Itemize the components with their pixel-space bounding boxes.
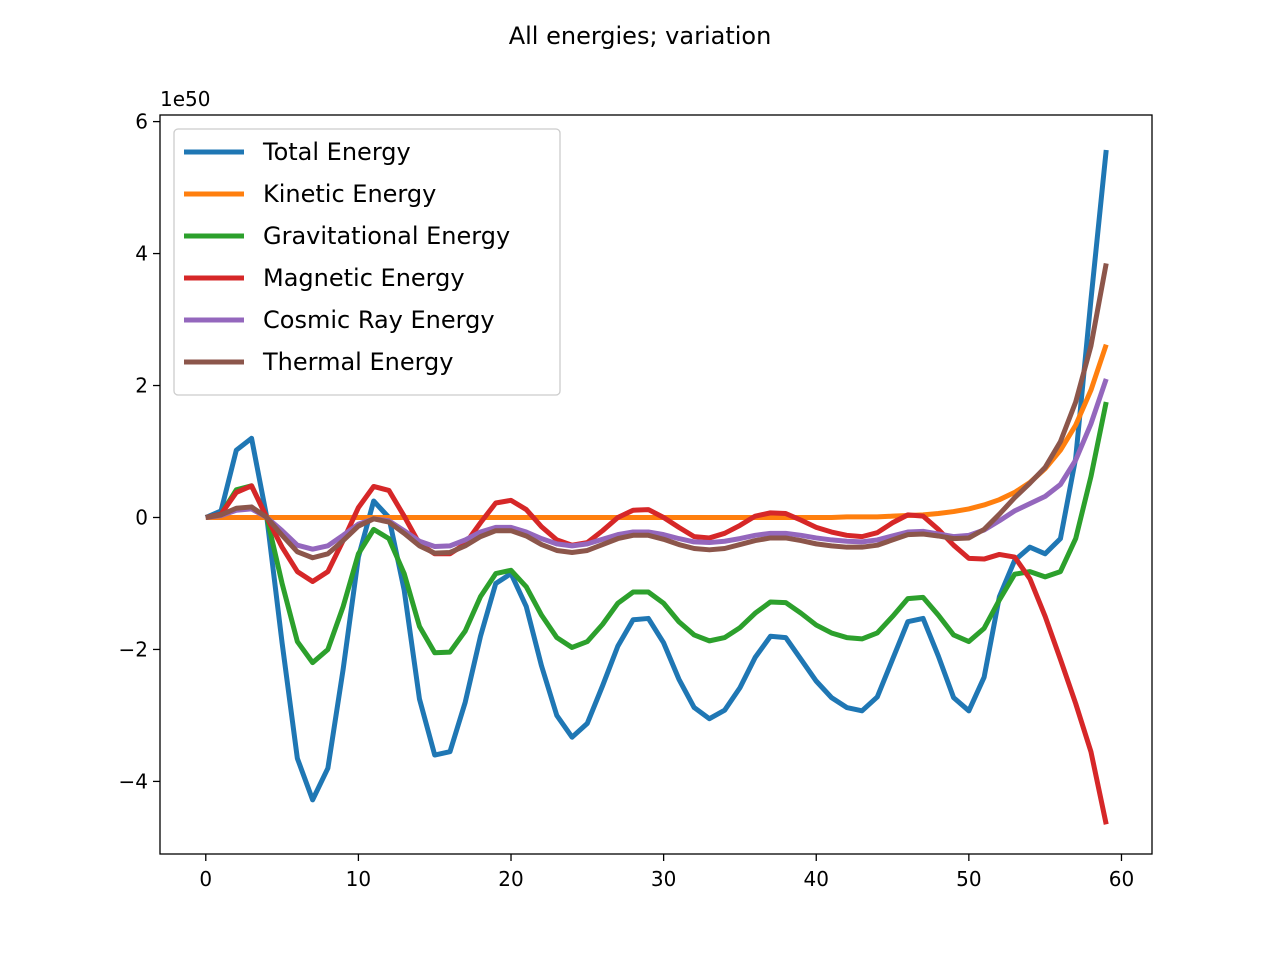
x-tick-label: 0 xyxy=(199,867,212,891)
chart-title: All energies; variation xyxy=(509,22,772,50)
legend-label-3: Magnetic Energy xyxy=(263,264,465,292)
y-tick-label: 6 xyxy=(135,110,148,134)
series-line-4 xyxy=(205,378,1109,552)
y-tick-label: −4 xyxy=(119,769,148,793)
legend: Total Energy Kinetic Energy Gravitational … xyxy=(173,128,561,396)
x-tick-label: 10 xyxy=(346,867,371,891)
legend-label-2: Gravitational Energy xyxy=(263,222,510,250)
series-line-3 xyxy=(205,483,1109,825)
y-axis: −4 −2 0 2 4 6 xyxy=(119,110,160,793)
x-tick-label: 20 xyxy=(498,867,523,891)
x-tick-label: 40 xyxy=(804,867,829,891)
x-tick-label: 60 xyxy=(1109,867,1134,891)
legend-label-1: Kinetic Energy xyxy=(263,180,436,208)
x-axis: 0 10 20 30 40 50 60 xyxy=(199,854,1134,891)
plot-frame xyxy=(159,114,1153,855)
x-tick-label: 50 xyxy=(956,867,981,891)
series-line-5 xyxy=(205,263,1109,561)
legend-label-4: Cosmic Ray Energy xyxy=(263,306,495,334)
x-tick-label: 30 xyxy=(651,867,676,891)
legend-label-0: Total Energy xyxy=(262,138,411,166)
legend-box xyxy=(173,128,561,396)
plot-lines xyxy=(204,149,1109,825)
y-tick-label: −2 xyxy=(119,637,148,661)
series-line-2 xyxy=(205,401,1109,666)
y-scale-label: 1e50 xyxy=(160,87,210,111)
y-tick-label: 0 xyxy=(135,505,148,529)
legend-label-5: Thermal Energy xyxy=(262,348,454,376)
series-line-0 xyxy=(204,149,1109,803)
y-tick-label: 4 xyxy=(135,242,148,266)
y-tick-label: 2 xyxy=(135,374,148,398)
